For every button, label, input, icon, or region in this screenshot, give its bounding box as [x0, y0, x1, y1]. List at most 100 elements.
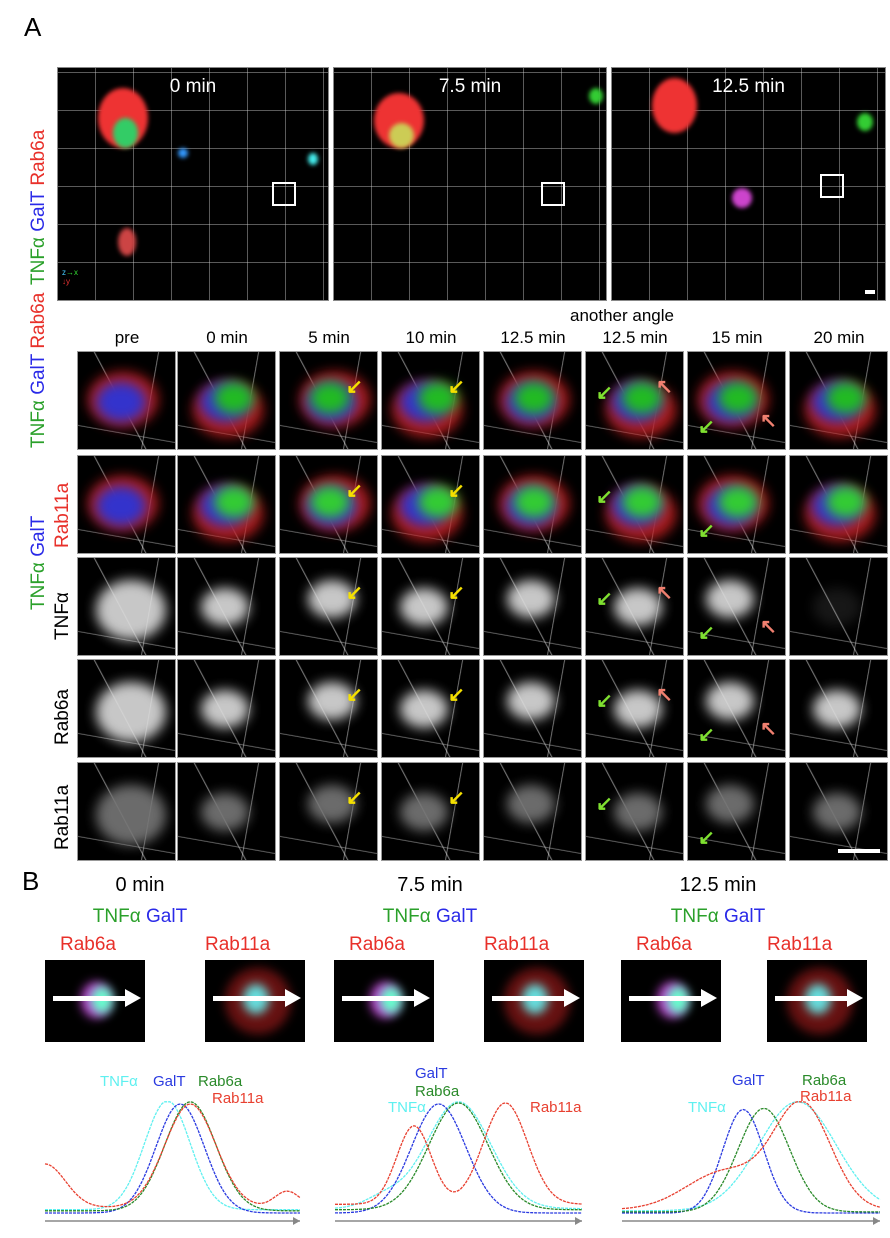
timelapse-cell: ↙ ↖: [687, 351, 786, 450]
roi-box: [272, 182, 296, 206]
timelapse-cell: [789, 351, 888, 450]
timelapse-cell: [77, 762, 176, 861]
timelapse-cell: ↙: [279, 351, 378, 450]
profile-line-galt: [335, 1103, 582, 1214]
b-rab11a-image: [484, 960, 584, 1042]
legend-label: TNFα: [100, 1073, 138, 1090]
column-header: 5 min: [308, 328, 350, 347]
timelapse-cell: [789, 659, 888, 758]
green-arrow-icon: ↙: [698, 622, 715, 644]
legend-label: Rab11a: [530, 1099, 582, 1116]
legend-label: GalT: [732, 1072, 765, 1089]
salmon-arrow-icon: ↖: [656, 684, 673, 706]
profile-line-rab11a: [621, 1101, 881, 1210]
yellow-arrow-icon: ↙: [448, 582, 465, 604]
timelapse-cell: [177, 351, 276, 450]
legend-label: GalT: [153, 1073, 186, 1090]
timelapse-cell: ↙ ↖: [687, 659, 786, 758]
column-header: 10 min: [405, 328, 457, 347]
legend-label: Rab6a: [415, 1083, 460, 1100]
arrow-icon: [342, 989, 430, 1007]
b-time-title: 7.5 min: [397, 874, 463, 896]
timelapse-cell: ↙: [687, 762, 786, 861]
axis-arrowhead: [873, 1217, 880, 1225]
axis-indicator: z→x ↓y: [62, 268, 78, 286]
yellow-arrow-icon: ↙: [448, 480, 465, 502]
panel-b-letter: B: [22, 866, 40, 896]
timelapse-cell: ↙: [585, 762, 684, 861]
panel-a-letter: A: [24, 12, 42, 42]
timelapse-cell: ↙ ↖: [585, 557, 684, 656]
timelapse-cell: [77, 557, 176, 656]
b-rab6a-label: Rab6a: [60, 934, 116, 955]
salmon-arrow-icon: ↖: [760, 616, 777, 638]
yellow-arrow-icon: ↙: [448, 376, 465, 398]
roi-box: [541, 182, 565, 206]
timelapse-cell: ↙ ↖: [687, 557, 786, 656]
timelapse-cell: [789, 455, 888, 554]
timelapse-cell: ↙: [381, 557, 480, 656]
roi-box: [820, 174, 844, 198]
overview-time: 12.5 min: [712, 76, 785, 97]
b-rab6a-label: Rab6a: [349, 934, 405, 955]
b-rab6a-label: Rab6a: [636, 934, 692, 955]
timelapse-cell: [483, 557, 582, 656]
timelapse-cell: [77, 455, 176, 554]
b-channel-label: TNFα GalT: [92, 906, 188, 927]
timelapse-cell: [789, 762, 888, 861]
timelapse-cell: [177, 659, 276, 758]
salmon-arrow-icon: ↖: [656, 376, 673, 398]
timelapse-cell: ↙ ↖: [585, 351, 684, 450]
another-angle-label: another angle: [570, 306, 674, 325]
green-arrow-icon: ↙: [698, 724, 715, 746]
timelapse-cell: ↙: [279, 659, 378, 758]
timelapse-cell: ↙: [687, 455, 786, 554]
timelapse-cell: ↙: [279, 455, 378, 554]
green-arrow-icon: ↙: [596, 690, 613, 712]
timelapse-cell: [483, 351, 582, 450]
legend-label: Rab11a: [212, 1090, 264, 1107]
legend-label: TNFα: [388, 1099, 426, 1116]
overview-time: 0 min: [169, 76, 217, 97]
timelapse-cell: ↙: [381, 659, 480, 758]
b-channel-label: TNFα GalT: [382, 906, 478, 927]
timelapse-cell: ↙: [381, 455, 480, 554]
legend-label: Rab11a: [800, 1088, 852, 1105]
green-arrow-icon: ↙: [698, 416, 715, 438]
b-channel-label: TNFα GalT: [670, 906, 766, 927]
yellow-arrow-icon: ↙: [346, 582, 363, 604]
profile-line-rab11a: [44, 1103, 301, 1208]
yellow-arrow-icon: ↙: [448, 684, 465, 706]
profile-line-rab6a: [622, 1107, 880, 1213]
timelapse-cell: [177, 762, 276, 861]
timelapse-cell: [177, 557, 276, 656]
timelapse-cell: [483, 762, 582, 861]
arrow-icon: [775, 989, 863, 1007]
timelapse-cell: ↙: [585, 455, 684, 554]
axis-arrowhead: [293, 1217, 300, 1225]
scale-bar: [838, 849, 880, 853]
b-rab11a-image: [205, 960, 305, 1042]
arrow-icon: [492, 989, 580, 1007]
overview-image-7-5min: 7.5 min: [333, 67, 607, 301]
b-rab11a-image: [767, 960, 867, 1042]
overview-time: 7.5 min: [438, 76, 502, 97]
arrow-icon: [629, 989, 717, 1007]
green-arrow-icon: ↙: [596, 588, 613, 610]
green-arrow-icon: ↙: [596, 382, 613, 404]
salmon-arrow-icon: ↖: [760, 410, 777, 432]
profile-line-tnfa: [622, 1101, 881, 1212]
profile-line-galt: [45, 1103, 300, 1214]
b-rab6a-image: [621, 960, 721, 1042]
timelapse-cell: [77, 351, 176, 450]
profile-line-rab6a: [45, 1101, 300, 1212]
green-arrow-icon: ↙: [596, 793, 613, 815]
scale-bar: [865, 290, 875, 294]
timelapse-cell: ↙: [279, 762, 378, 861]
legend-label: GalT: [415, 1065, 448, 1082]
column-header: 12.5 min: [500, 328, 566, 347]
yellow-arrow-icon: ↙: [346, 376, 363, 398]
timelapse-cell: [483, 659, 582, 758]
column-header: 20 min: [813, 328, 865, 347]
